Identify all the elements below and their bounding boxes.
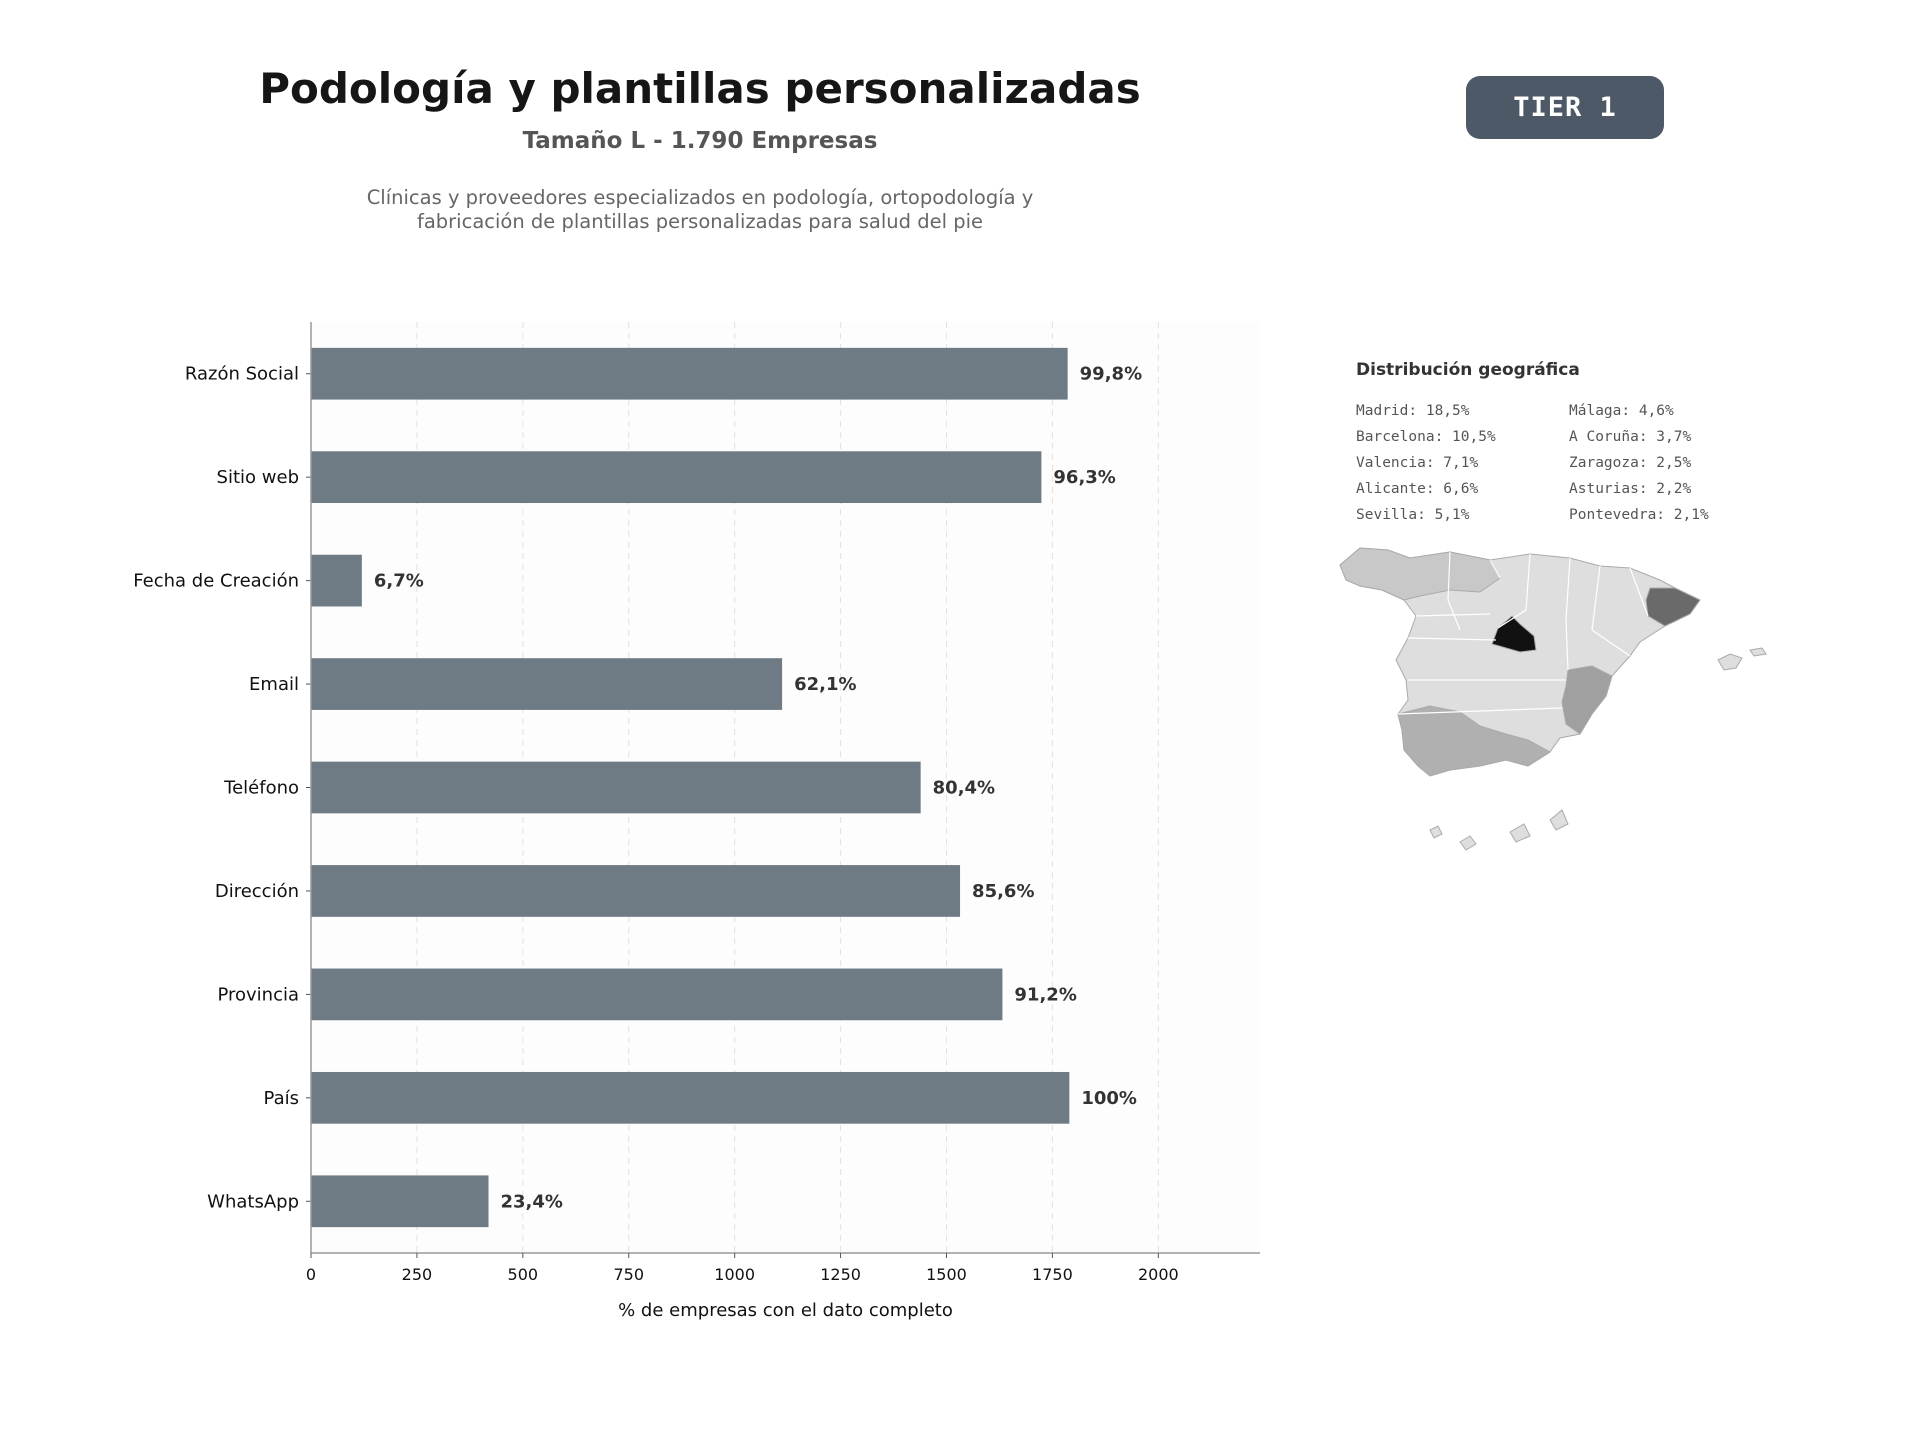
data-label: 100%: [1081, 1088, 1137, 1109]
x-tick-label: 250: [402, 1265, 433, 1284]
province-border: [1447, 551, 1461, 631]
data-label: 6,7%: [374, 571, 424, 592]
map-region-canarias: [1429, 809, 1569, 851]
y-tick-label: País: [264, 1088, 299, 1109]
description-line-2: fabricación de plantillas personalizadas…: [416, 210, 984, 233]
x-tick-label: 1750: [1032, 1265, 1073, 1284]
geo-item: Sevilla: 5,1%: [1356, 507, 1470, 523]
geo-item: Asturias: 2,2%: [1569, 481, 1692, 497]
x-tick-label: 1500: [926, 1265, 967, 1284]
y-tick-label: Email: [249, 674, 299, 695]
geo-item: Valencia: 7,1%: [1356, 455, 1479, 471]
x-tick-label: 750: [613, 1265, 644, 1284]
completeness-bar-chart: Razón Social 99,8% Sitio web 96,3% Fecha de …: [133, 322, 1260, 1321]
description: Clínicas y proveedores especializados en…: [0, 186, 1400, 234]
data-label: 80,4%: [933, 778, 995, 799]
y-tick-label: Sitio web: [217, 467, 299, 488]
x-tick-label: 2000: [1138, 1265, 1179, 1284]
description-line-1: Clínicas y proveedores especializados en…: [366, 186, 1034, 209]
data-label: 91,2%: [1014, 984, 1076, 1005]
tier-badge: TIER 1: [1466, 76, 1664, 139]
bar: [311, 968, 1003, 1021]
geo-item: Zaragoza: 2,5%: [1569, 455, 1692, 471]
data-label: 96,3%: [1053, 467, 1115, 488]
data-label: 99,8%: [1080, 364, 1142, 385]
y-tick-label: Provincia: [217, 984, 299, 1005]
x-tick-label: 1000: [714, 1265, 755, 1284]
geo-item: Madrid: 18,5%: [1356, 403, 1470, 419]
page-title: Podología y plantillas personalizadas: [259, 64, 1141, 113]
y-tick-label: Teléfono: [223, 778, 299, 799]
geo-distribution-title: Distribución geográfica: [1356, 360, 1580, 380]
data-label: 85,6%: [972, 881, 1034, 902]
page-subtitle: Tamaño L - 1.790 Empresas: [522, 128, 878, 154]
y-tick-label: Dirección: [215, 881, 299, 902]
x-tick-label: 500: [508, 1265, 539, 1284]
map-region-north: [1339, 547, 1501, 601]
bar: [311, 1071, 1070, 1124]
province-border: [1629, 567, 1649, 617]
data-label: 23,4%: [501, 1191, 563, 1212]
bar: [311, 865, 961, 917]
bar: [311, 451, 1042, 504]
data-label: 62,1%: [794, 674, 856, 695]
geo-list-right: Málaga: 4,6% A Coruña: 3,7% Zaragoza: 2,…: [1569, 398, 1709, 528]
province-border: [1489, 559, 1501, 579]
spain-peninsula-group: [1339, 547, 1767, 851]
province-border: [1591, 565, 1631, 657]
geo-item: Pontevedra: 2,1%: [1569, 507, 1709, 523]
x-tick-label: 1250: [820, 1265, 861, 1284]
y-tick-label: WhatsApp: [207, 1191, 299, 1212]
province-border: [1497, 553, 1531, 629]
geo-item: Barcelona: 10,5%: [1356, 429, 1496, 445]
geo-item: A Coruña: 3,7%: [1569, 429, 1692, 445]
bar: [311, 1175, 489, 1228]
map-region-andalucia: [1397, 705, 1551, 777]
y-tick-label: Fecha de Creación: [133, 571, 299, 592]
bar: [311, 761, 921, 814]
province-border: [1565, 557, 1571, 671]
geo-list-left: Madrid: 18,5% Barcelona: 10,5% Valencia:…: [1356, 398, 1496, 528]
spain-map: [1339, 547, 1767, 851]
bar: [311, 658, 783, 710]
bar: [311, 347, 1068, 400]
y-tick-label: Razón Social: [185, 364, 299, 385]
province-border: [1415, 613, 1491, 617]
map-province-borders: [1397, 551, 1649, 715]
map-region-valencia: [1561, 665, 1613, 735]
province-border: [1397, 707, 1563, 715]
province-border: [1407, 637, 1497, 641]
x-tick-label: 0: [306, 1265, 316, 1284]
bar: [311, 554, 362, 607]
geo-item: Málaga: 4,6%: [1569, 403, 1674, 419]
geo-item: Alicante: 6,6%: [1356, 481, 1479, 497]
map-region-baleares: [1717, 647, 1767, 671]
x-axis-label: % de empresas con el dato completo: [618, 1300, 953, 1321]
map-region-barcelona: [1645, 587, 1701, 627]
